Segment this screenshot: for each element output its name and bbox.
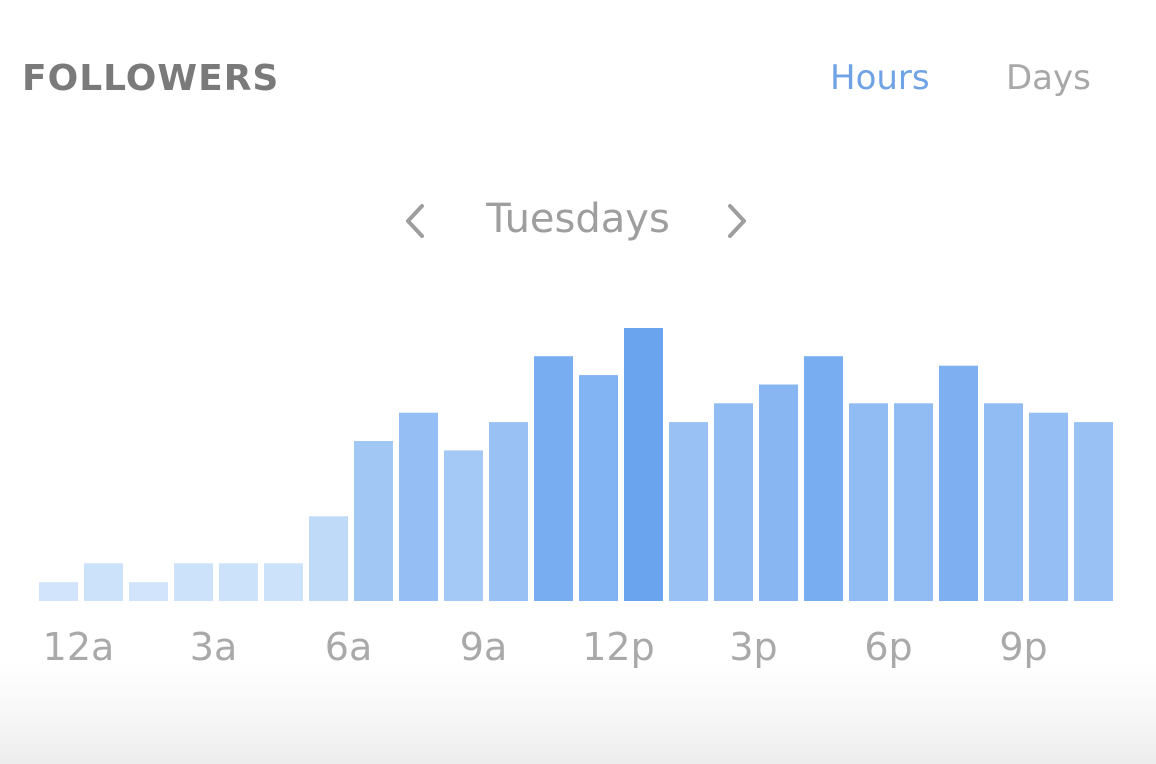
bar-6a[interactable] <box>309 516 348 601</box>
chevron-right-icon <box>728 204 746 238</box>
x-tick-label: 12a <box>43 625 115 669</box>
bar-4a[interactable] <box>219 563 258 601</box>
section-title: FOLLOWERS <box>22 58 280 99</box>
x-tick-label: 12p <box>582 625 654 669</box>
bar-4p[interactable] <box>759 384 798 602</box>
bar-1a[interactable] <box>84 563 123 601</box>
tab-hours[interactable]: Hours <box>830 58 930 98</box>
bar-2a[interactable] <box>129 582 168 601</box>
x-tick-label: 9a <box>460 625 507 669</box>
bar-5a[interactable] <box>264 563 303 601</box>
bar-12p[interactable] <box>579 375 618 601</box>
day-label: Tuesdays <box>486 196 670 242</box>
bar-7p[interactable] <box>894 403 933 601</box>
bar-9p[interactable] <box>984 403 1023 601</box>
bar-10p[interactable] <box>1029 412 1068 601</box>
previous-day-button[interactable] <box>396 196 436 246</box>
x-tick-label: 3p <box>729 625 777 669</box>
bar-3a[interactable] <box>174 563 213 601</box>
bar-2p[interactable] <box>669 422 708 601</box>
chevron-left-icon <box>406 204 424 238</box>
x-tick-label: 3a <box>190 625 237 669</box>
tab-days[interactable]: Days <box>1006 58 1091 98</box>
bar-11p[interactable] <box>1074 422 1113 601</box>
x-tick-label: 6a <box>325 625 372 669</box>
bar-8a[interactable] <box>399 412 438 601</box>
bar-11a[interactable] <box>534 356 573 601</box>
bar-8p[interactable] <box>939 365 978 601</box>
bar-3p[interactable] <box>714 403 753 601</box>
bar-10a[interactable] <box>489 422 528 601</box>
bar-6p[interactable] <box>849 403 888 601</box>
x-tick-label: 9p <box>999 625 1047 669</box>
bar-1p[interactable] <box>624 328 663 601</box>
bar-12a[interactable] <box>39 582 78 601</box>
bar-7a[interactable] <box>354 441 393 601</box>
next-day-button[interactable] <box>716 196 756 246</box>
x-tick-label: 6p <box>864 625 912 669</box>
bar-9a[interactable] <box>444 450 483 601</box>
bar-5p[interactable] <box>804 356 843 601</box>
